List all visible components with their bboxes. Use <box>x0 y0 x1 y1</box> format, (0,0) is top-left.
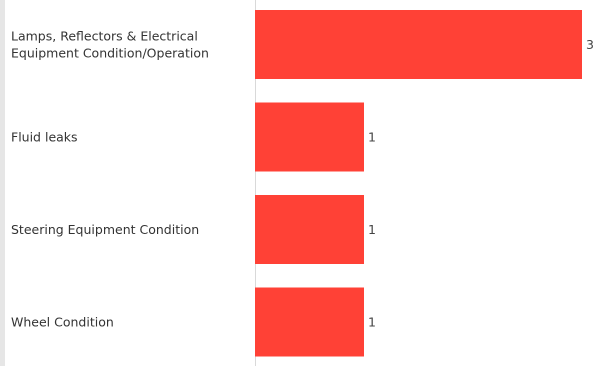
category-labels: Lamps, Reflectors & Electrical Equipment … <box>11 29 209 330</box>
category-label: Lamps, Reflectors & Electrical <box>11 29 198 44</box>
bar[interactable] <box>255 10 582 79</box>
value-label: 1 <box>368 130 376 145</box>
value-labels: 3 1 1 1 <box>368 37 594 330</box>
category-label: Equipment Condition/Operation <box>11 46 209 61</box>
value-label: 3 <box>586 37 594 52</box>
category-label: Wheel Condition <box>11 315 114 330</box>
category-label: Fluid leaks <box>11 130 78 145</box>
value-label: 1 <box>368 222 376 237</box>
bars <box>255 10 582 357</box>
bar[interactable] <box>255 287 364 357</box>
bar[interactable] <box>255 102 364 172</box>
left-rule <box>0 0 5 366</box>
bar[interactable] <box>255 195 364 264</box>
category-label: Steering Equipment Condition <box>11 222 199 237</box>
value-label: 1 <box>368 315 376 330</box>
